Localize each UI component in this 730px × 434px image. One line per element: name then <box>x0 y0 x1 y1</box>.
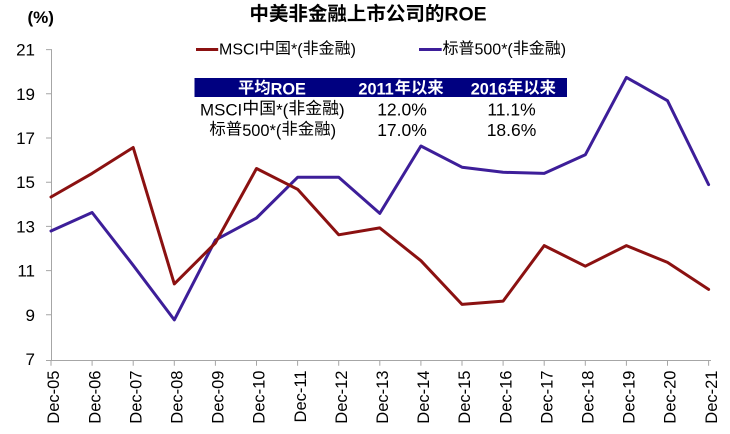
svg-text:17.0%: 17.0% <box>377 120 427 140</box>
svg-text:2016: 2016 <box>471 80 507 98</box>
svg-text:): ) <box>339 101 345 120</box>
svg-text:21: 21 <box>16 41 35 60</box>
svg-text:Dec-05: Dec-05 <box>45 371 63 424</box>
svg-text:(%): (%) <box>28 8 54 27</box>
svg-text:9: 9 <box>26 306 35 325</box>
svg-text:Dec-15: Dec-15 <box>456 371 474 424</box>
svg-text:19: 19 <box>16 85 35 104</box>
svg-text:11.1%: 11.1% <box>487 100 535 120</box>
svg-text:*(: *( <box>291 42 303 59</box>
svg-text:13: 13 <box>16 217 35 236</box>
svg-text:): ) <box>561 42 566 59</box>
svg-text:Dec-10: Dec-10 <box>251 371 269 424</box>
svg-text:Dec-09: Dec-09 <box>210 371 228 424</box>
svg-text:500*(: 500*( <box>242 122 282 140</box>
svg-text:15: 15 <box>16 173 35 192</box>
svg-text:MSCI: MSCI <box>219 42 259 59</box>
svg-text:MSCI: MSCI <box>200 101 242 120</box>
svg-text:11: 11 <box>17 262 35 281</box>
svg-text:Dec-14: Dec-14 <box>415 371 433 424</box>
svg-text:2011: 2011 <box>358 80 393 98</box>
svg-text:17: 17 <box>16 129 35 148</box>
svg-text:Dec-08: Dec-08 <box>169 371 187 424</box>
svg-text:ROE: ROE <box>271 80 306 98</box>
svg-text:Dec-18: Dec-18 <box>580 371 598 424</box>
svg-text:Dec-07: Dec-07 <box>127 371 145 424</box>
svg-text:Dec-17: Dec-17 <box>538 371 556 424</box>
svg-text:18.6%: 18.6% <box>487 120 537 140</box>
svg-text:7: 7 <box>26 350 35 369</box>
svg-text:Dec-19: Dec-19 <box>621 371 639 424</box>
svg-text:Dec-11: Dec-11 <box>292 371 310 423</box>
svg-text:Dec-20: Dec-20 <box>662 371 680 424</box>
svg-text:): ) <box>331 122 336 140</box>
svg-text:*(: *( <box>276 101 289 120</box>
svg-text:Dec-16: Dec-16 <box>497 371 515 424</box>
svg-text:): ) <box>351 42 356 59</box>
svg-text:Dec-06: Dec-06 <box>86 371 104 424</box>
svg-text:Dec-12: Dec-12 <box>333 371 351 424</box>
svg-text:Dec-13: Dec-13 <box>374 371 392 424</box>
svg-text:500*(: 500*( <box>475 42 514 59</box>
svg-text:12.0%: 12.0% <box>377 100 427 120</box>
svg-text:ROE: ROE <box>444 3 486 25</box>
svg-text:Dec-21: Dec-21 <box>703 371 721 424</box>
